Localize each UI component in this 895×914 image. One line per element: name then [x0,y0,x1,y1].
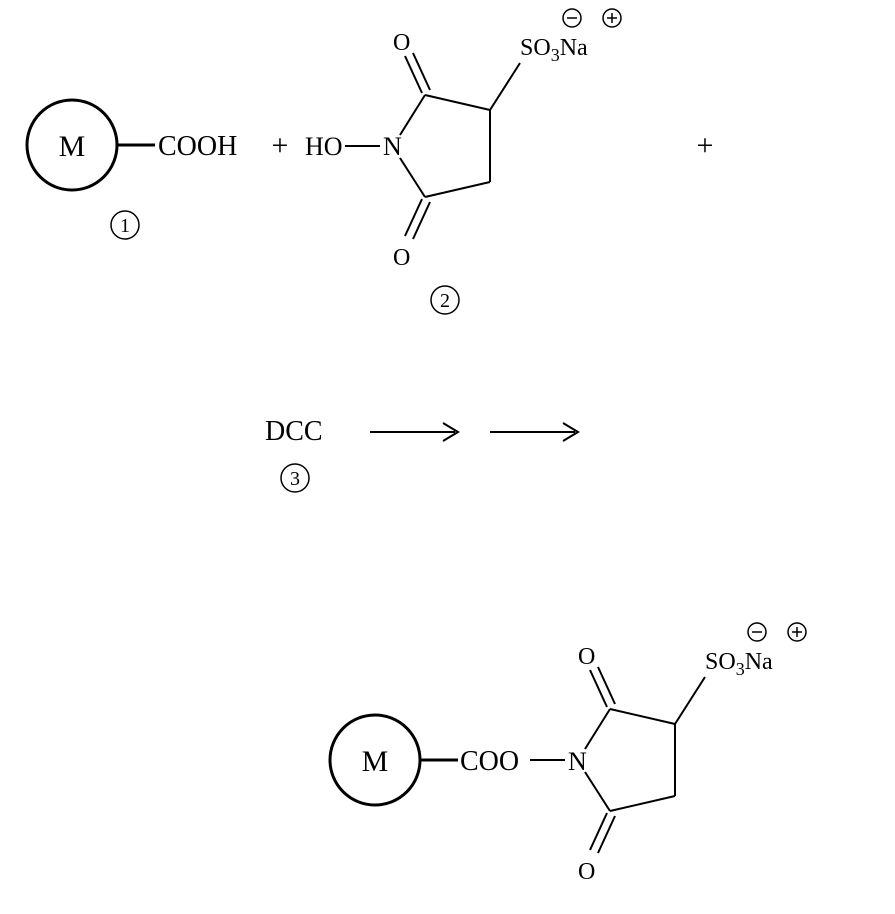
reagent-1: M COOH 1 [27,100,237,239]
product-n-text: N [568,747,587,776]
reaction-scheme: M COOH 1 + HO N O O [0,0,895,914]
o-bottom: O [393,245,410,271]
reagent3-number: 3 [290,468,300,490]
reagent1-number: 1 [120,215,130,237]
reagent2-number: 2 [440,290,450,312]
reagent-3-and-arrows: DCC 3 [265,416,578,492]
plus-1-2: + [272,129,289,162]
reagent-2: HO N O O SO3Na 2 [305,9,621,314]
so3-text: SO3Na [520,35,588,65]
m-circle-label: M [59,130,86,163]
dcc-text: DCC [265,416,323,447]
coo-text: COO [460,746,519,777]
product-o-top: O [578,644,595,670]
product-so3na: SO3Na [705,649,773,679]
cooh-text: COOH [158,131,237,162]
plus-after-2: + [697,129,714,162]
ho-text: HO [305,132,343,161]
product: M COO N O O SO3Na [330,623,806,885]
n-text: N [383,132,402,161]
o-top: O [393,30,410,56]
product-m-label: M [362,745,389,778]
product-o-bottom: O [578,859,595,885]
